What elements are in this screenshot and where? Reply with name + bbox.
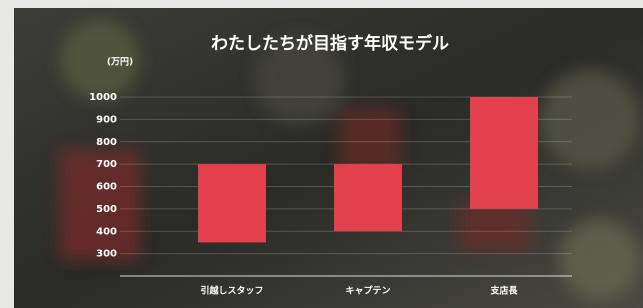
x-tick-label: 支店長: [489, 285, 518, 297]
y-tick-label: 800: [96, 137, 117, 148]
y-tick-label: 300: [96, 249, 117, 260]
chart: わたしたちが目指す年収モデル (万円) 300 400 500 600 700 800 90…: [0, 0, 643, 308]
x-tick-label: キャプテン: [345, 285, 390, 297]
chart-title: わたしたちが目指す年収モデル: [211, 33, 449, 54]
y-tick-label: 900: [96, 114, 117, 125]
x-tick-label: 引越しスタッフ: [200, 285, 263, 297]
y-axis-label: (万円): [107, 57, 133, 68]
bar: [198, 164, 266, 242]
y-tick-label: 700: [96, 159, 117, 170]
y-tick-label: 1000: [89, 92, 117, 103]
bar: [334, 164, 402, 231]
bar: [470, 97, 538, 209]
y-tick-label: 400: [96, 226, 117, 237]
y-tick-label: 600: [96, 182, 117, 193]
page: わたしたちが目指す年収モデル (万円) 300 400 500 600 700 800 90…: [0, 0, 643, 308]
y-tick-label: 500: [96, 204, 117, 215]
